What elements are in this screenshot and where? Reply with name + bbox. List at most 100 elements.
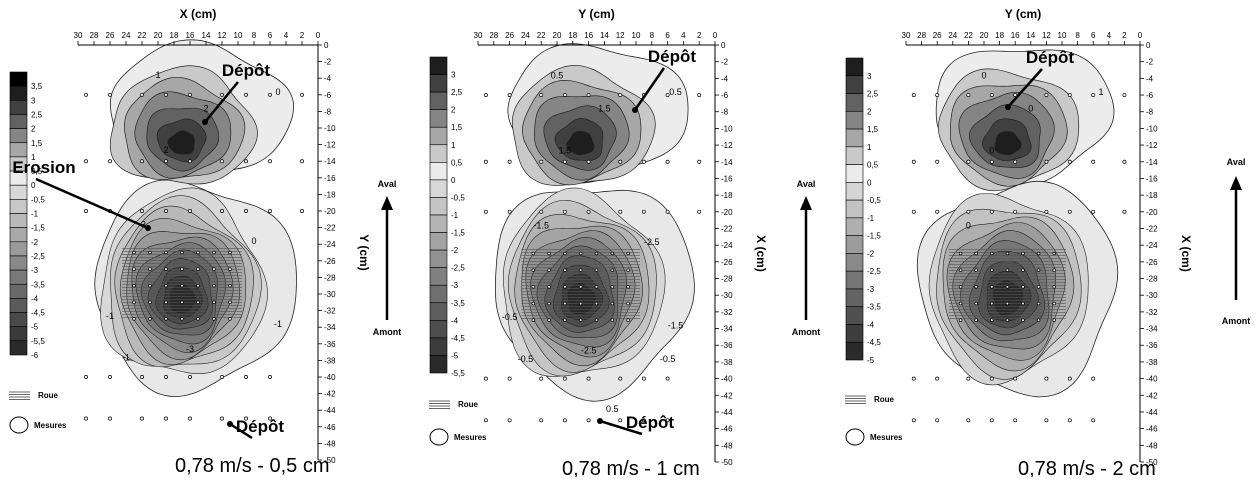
side-tick-label: -36	[1146, 341, 1158, 350]
side-tick-label: -32	[721, 308, 733, 317]
side-tick-label: -36	[721, 341, 733, 350]
legend-label: -2,5	[31, 252, 45, 261]
legend-swatch	[429, 302, 448, 321]
top-tick-label: 12	[218, 31, 227, 40]
measure-point	[586, 418, 591, 423]
measure-point	[132, 250, 136, 255]
deposit-contour	[167, 130, 195, 155]
measure-point	[974, 268, 978, 272]
side-tick-label: -16	[721, 174, 733, 183]
annotation-arrow	[229, 422, 253, 440]
measure-point	[140, 375, 144, 379]
measure-point	[132, 267, 136, 271]
measure-point	[562, 209, 567, 214]
measure-point	[1044, 159, 1049, 164]
side-tick-label: -20	[1146, 208, 1158, 217]
annotation-arrow	[633, 67, 666, 111]
measure-point	[212, 250, 216, 255]
measure-point	[180, 317, 184, 321]
measure-point	[990, 268, 994, 272]
measure-point	[958, 251, 963, 256]
legend-swatch	[429, 144, 448, 163]
measure-point	[180, 267, 184, 271]
roue-label: Roue	[38, 391, 59, 400]
legend-label: -1	[867, 214, 875, 223]
measure-point	[164, 300, 168, 305]
side-tick-label: -22	[324, 224, 336, 233]
contour-label: -3	[186, 344, 194, 354]
flow-top-label: Aval	[797, 179, 816, 189]
legend-swatch	[845, 110, 864, 130]
measure-point	[974, 285, 978, 289]
top-tick-label: 8	[252, 31, 257, 40]
legend-swatch	[429, 320, 448, 339]
legend-label: -3,5	[867, 303, 881, 312]
contour-label: 0	[275, 87, 280, 97]
top-tick-label: 16	[584, 31, 593, 40]
top-tick-label: 24	[948, 31, 957, 40]
measure-point	[626, 268, 630, 272]
side-tick-label: -44	[324, 406, 336, 415]
contour-label: 1	[1098, 87, 1103, 97]
measure-point	[563, 251, 567, 256]
deposit-contour	[566, 130, 595, 156]
legend-label: -3	[31, 266, 39, 275]
side-tick-label: -6	[324, 91, 332, 100]
side-tick-label: -6	[721, 91, 729, 100]
measure-point	[164, 283, 168, 288]
measure-point	[1052, 251, 1056, 256]
legend-swatch	[9, 340, 28, 356]
top-tick-label: 4	[284, 31, 289, 40]
measure-point	[132, 317, 136, 321]
measure-point	[228, 250, 232, 255]
side-tick-label: -28	[721, 275, 733, 284]
measure-point	[228, 300, 232, 305]
measure-point	[1005, 318, 1010, 322]
legend-label: 1,5	[31, 139, 43, 148]
measure-point	[164, 209, 168, 213]
measure-point	[1067, 376, 1072, 381]
legend-swatch	[429, 74, 448, 93]
legend-label: 2	[451, 106, 456, 115]
measure-point	[164, 267, 168, 271]
annotation-label: Dépôt	[222, 61, 271, 80]
measure-point	[188, 209, 192, 213]
mesures-symbol	[9, 416, 29, 434]
annotation-arrowhead	[202, 119, 208, 125]
measure-point	[1013, 159, 1018, 164]
measure-point	[911, 209, 916, 214]
legend-swatch	[845, 199, 864, 219]
measure-point	[244, 159, 248, 164]
measure-points	[911, 93, 1127, 423]
measure-point	[196, 300, 200, 305]
measure-point	[1052, 268, 1056, 272]
top-tick-label: 28	[917, 31, 926, 40]
measure-point	[148, 317, 152, 321]
top-tick-label: 6	[1091, 31, 1096, 40]
side-tick-label: -8	[324, 107, 332, 116]
contour-label: 1.5	[559, 145, 572, 155]
measure-point	[547, 301, 551, 306]
top-tick-label: 12	[1042, 31, 1051, 40]
side-tick-label: -42	[1146, 391, 1158, 400]
roue-label: Roue	[458, 400, 479, 409]
side-tick-label: -16	[324, 174, 336, 183]
measure-point	[618, 418, 623, 423]
measure-point	[665, 159, 670, 164]
measure-point	[507, 418, 512, 423]
measure-point	[268, 375, 272, 379]
contour-label: 1.5	[598, 104, 611, 114]
measure-point	[244, 92, 248, 97]
legend-label: 2	[867, 107, 872, 116]
measure-point	[578, 268, 583, 272]
side-tick-label: -30	[1146, 291, 1158, 300]
legend-label: -4	[867, 320, 875, 329]
flow-arrowhead	[381, 196, 393, 210]
legend-label: -1,5	[451, 229, 465, 238]
legend-label: 3	[867, 72, 872, 81]
deposit-contour	[994, 131, 1022, 156]
legend-swatch	[845, 217, 864, 236]
legend-label: -5,5	[451, 369, 465, 378]
measure-point	[610, 285, 615, 289]
side-tick-label: -2	[324, 58, 332, 67]
